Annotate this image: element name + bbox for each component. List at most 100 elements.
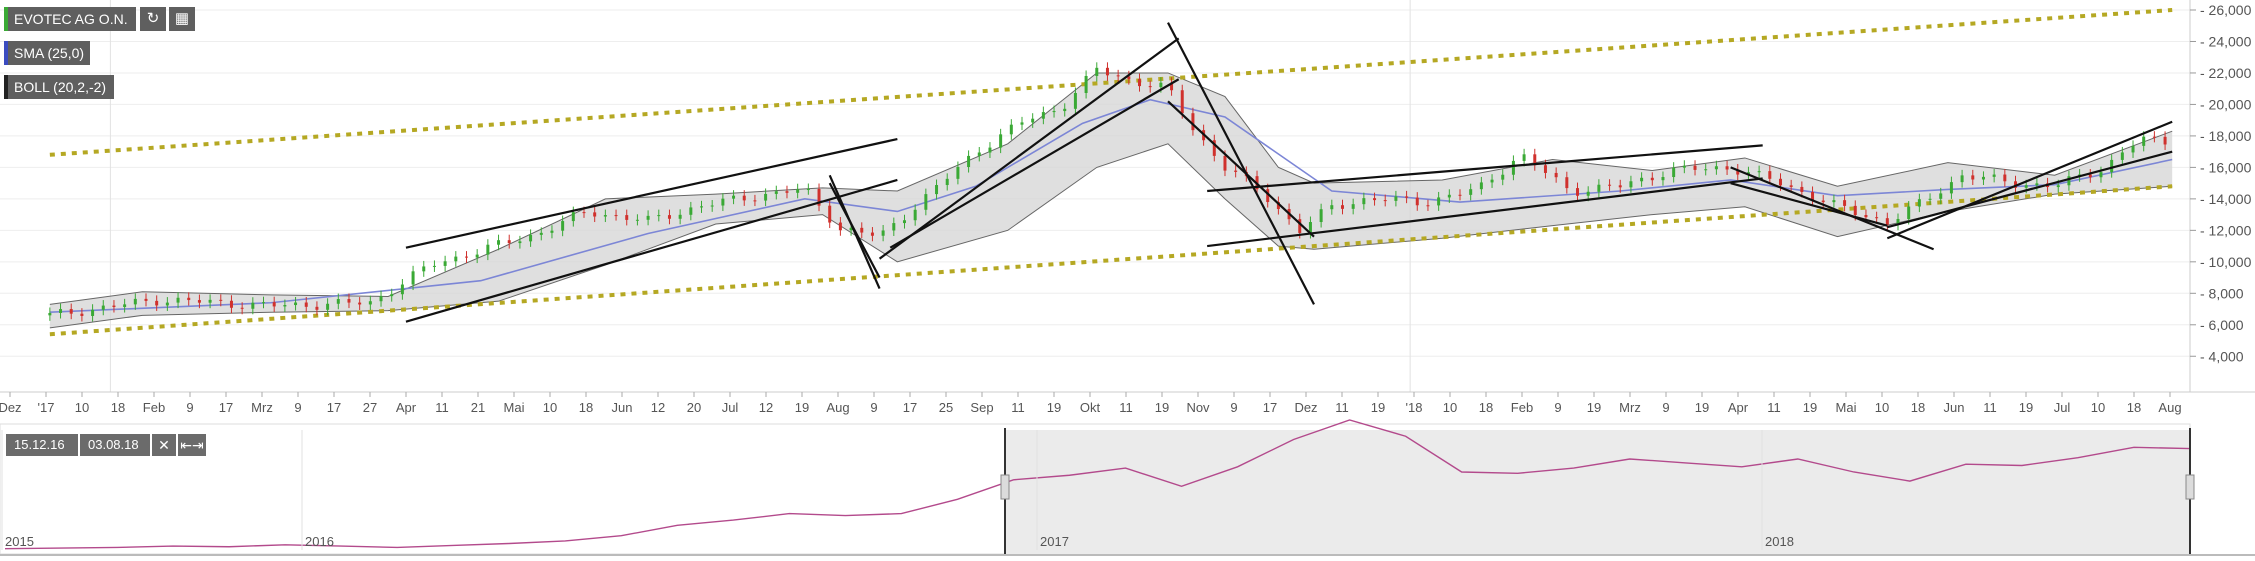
boll-chip[interactable]: BOLL (20,2,-2) bbox=[4, 75, 114, 99]
candle-body bbox=[1394, 196, 1398, 201]
x-tick-label: 19 bbox=[2019, 400, 2033, 415]
navigator-year-label: 2016 bbox=[305, 534, 334, 549]
candle-body bbox=[155, 300, 159, 306]
candle-body bbox=[475, 254, 479, 258]
candle-body bbox=[315, 306, 319, 310]
candle-body bbox=[101, 305, 105, 310]
x-tick-label: 19 bbox=[1155, 400, 1169, 415]
candle-body bbox=[1704, 169, 1708, 171]
candle-body bbox=[1405, 196, 1409, 198]
candle-body bbox=[336, 299, 340, 304]
bollinger-lower-line bbox=[49, 143, 2173, 329]
y-axis: - 4,000 - 6,000 - 8,000 - 10,000 - 12,000 - 1… bbox=[2189, 0, 2252, 392]
candle-body bbox=[1373, 198, 1377, 201]
candle-body bbox=[91, 309, 95, 316]
range-expand-button[interactable]: ⇤⇥ bbox=[178, 434, 206, 456]
navigator-year-label: 2018 bbox=[1765, 534, 1794, 549]
candle-body bbox=[870, 232, 874, 236]
instrument-chip[interactable]: EVOTEC AG O.N. bbox=[4, 7, 136, 31]
y-tick-label: - 24,000 bbox=[2200, 33, 2252, 49]
x-tick-label: Mai bbox=[1836, 400, 1857, 415]
x-tick-label: 18 bbox=[2127, 400, 2141, 415]
candle-body bbox=[1308, 222, 1312, 233]
candle-body bbox=[1116, 75, 1120, 77]
range-close-button[interactable]: ✕ bbox=[152, 434, 176, 456]
candle-body bbox=[1981, 176, 1985, 180]
x-tick-label: 11 bbox=[1767, 400, 1781, 415]
calendar-button[interactable]: ▦ bbox=[169, 7, 195, 31]
candle-body bbox=[1896, 218, 1900, 225]
candle-body bbox=[1811, 191, 1815, 201]
x-tick-label: Jul bbox=[2054, 400, 2071, 415]
refresh-button[interactable]: ↻ bbox=[140, 7, 166, 31]
candle-body bbox=[1608, 184, 1612, 186]
candle-body bbox=[1170, 82, 1174, 91]
candle-body bbox=[1298, 219, 1302, 233]
drawn-trendline bbox=[1730, 166, 1935, 251]
navigator-year-label: 2017 bbox=[1040, 534, 1069, 549]
candle-body bbox=[1266, 189, 1270, 203]
candle-body bbox=[1437, 197, 1441, 206]
candle-body bbox=[1073, 92, 1077, 109]
candle-body bbox=[1212, 140, 1216, 156]
candle-body bbox=[1180, 90, 1184, 114]
candle-body bbox=[806, 189, 810, 191]
sma-chip[interactable]: SMA (25,0) bbox=[4, 41, 90, 65]
navigator-line bbox=[4, 419, 2191, 550]
drawn-trendline bbox=[405, 137, 898, 249]
candle-body bbox=[229, 300, 233, 308]
candle-body bbox=[732, 195, 736, 199]
candle-body bbox=[1383, 200, 1387, 202]
x-tick-label: 19 bbox=[1371, 400, 1385, 415]
candle-body bbox=[262, 302, 266, 304]
x-tick-label: 25 bbox=[939, 400, 953, 415]
candle-body bbox=[2163, 136, 2167, 145]
candle-body bbox=[1426, 205, 1430, 207]
x-tick-label: 10 bbox=[1875, 400, 1889, 415]
candle-body bbox=[144, 298, 148, 301]
boll-label: BOLL (20,2,-2) bbox=[14, 79, 107, 95]
candle-body bbox=[1319, 209, 1323, 223]
candle-body bbox=[1725, 166, 1729, 170]
x-tick-label: 18 bbox=[1479, 400, 1493, 415]
candle-body bbox=[1576, 188, 1580, 196]
candle-body bbox=[635, 219, 639, 221]
candle-body bbox=[956, 167, 960, 179]
x-tick-label: Apr bbox=[396, 400, 417, 415]
candle-body bbox=[133, 298, 137, 305]
x-tick-label: 19 bbox=[795, 400, 809, 415]
candle-body bbox=[272, 302, 276, 307]
candle-body bbox=[999, 134, 1003, 148]
candle-body bbox=[432, 265, 436, 267]
candle-body bbox=[1800, 186, 1804, 192]
candle-body bbox=[1148, 86, 1152, 88]
candle-body bbox=[1960, 175, 1964, 183]
drawn-trendline bbox=[1730, 182, 1888, 227]
x-tick-label: Jul bbox=[722, 400, 739, 415]
candle-body bbox=[497, 240, 501, 245]
candle-body bbox=[486, 244, 490, 255]
candle-body bbox=[400, 284, 404, 295]
drawn-trendline bbox=[1887, 150, 2173, 229]
candle-body bbox=[1330, 205, 1334, 210]
x-tick-label: Mrz bbox=[1619, 400, 1641, 415]
candle-body bbox=[240, 307, 244, 309]
candle-body bbox=[1234, 170, 1238, 172]
candle-body bbox=[2035, 183, 2039, 186]
range-from[interactable]: 15.12.16 bbox=[6, 434, 78, 456]
x-tick-label: 27 bbox=[363, 400, 377, 415]
x-tick-label: '18 bbox=[1406, 400, 1423, 415]
candle-body bbox=[1907, 206, 1911, 219]
candle-body bbox=[187, 297, 191, 301]
expand-icon: ⇤⇥ bbox=[180, 437, 204, 453]
candle-body bbox=[977, 152, 981, 156]
candle-body bbox=[796, 189, 800, 193]
candle-body bbox=[2099, 172, 2103, 178]
x-tick-label: 12 bbox=[759, 400, 773, 415]
x-tick-label: 18 bbox=[579, 400, 593, 415]
candle-body bbox=[817, 189, 821, 206]
candle-body bbox=[2110, 159, 2114, 173]
candle-body bbox=[2067, 176, 2071, 186]
x-tick-label: 18 bbox=[111, 400, 125, 415]
range-to[interactable]: 03.08.18 bbox=[80, 434, 150, 456]
